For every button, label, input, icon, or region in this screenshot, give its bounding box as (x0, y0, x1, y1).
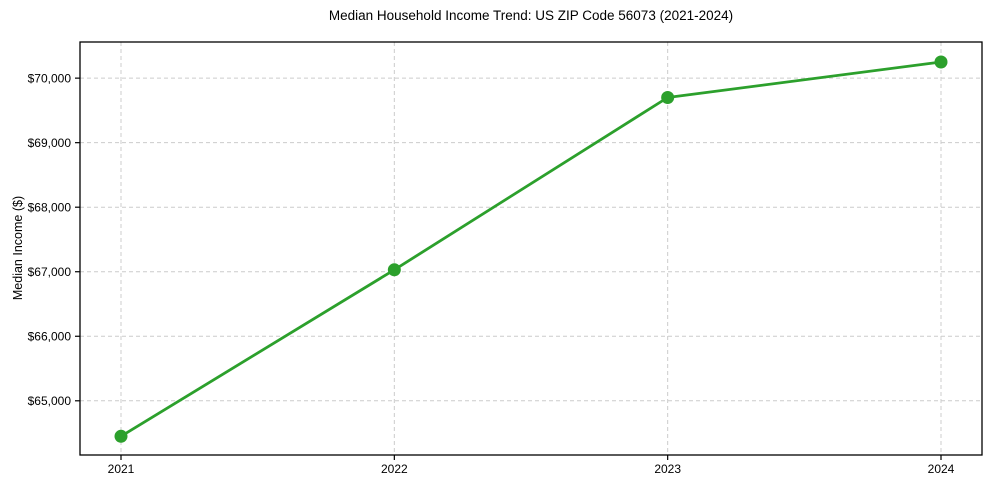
y-tick-label: $70,000 (28, 71, 72, 85)
x-tick-label: 2023 (654, 462, 681, 476)
data-point-2023 (661, 90, 675, 104)
y-tick-label: $65,000 (28, 394, 72, 408)
plot-border (79, 41, 983, 456)
y-tick-label: $68,000 (28, 200, 72, 214)
y-tick-label: $66,000 (28, 329, 72, 343)
x-tick-label: 2024 (928, 462, 955, 476)
x-tick-label: 2022 (381, 462, 408, 476)
data-point-2022 (387, 263, 401, 277)
trend-line (119, 60, 943, 438)
y-tick-label: $69,000 (28, 136, 72, 150)
chart-title: Median Household Income Trend: US ZIP Co… (328, 8, 734, 23)
y-tick-label: $67,000 (28, 265, 72, 279)
data-point-2024 (934, 55, 948, 69)
x-tick-label: 2021 (108, 462, 135, 476)
data-point-2021 (114, 429, 128, 443)
